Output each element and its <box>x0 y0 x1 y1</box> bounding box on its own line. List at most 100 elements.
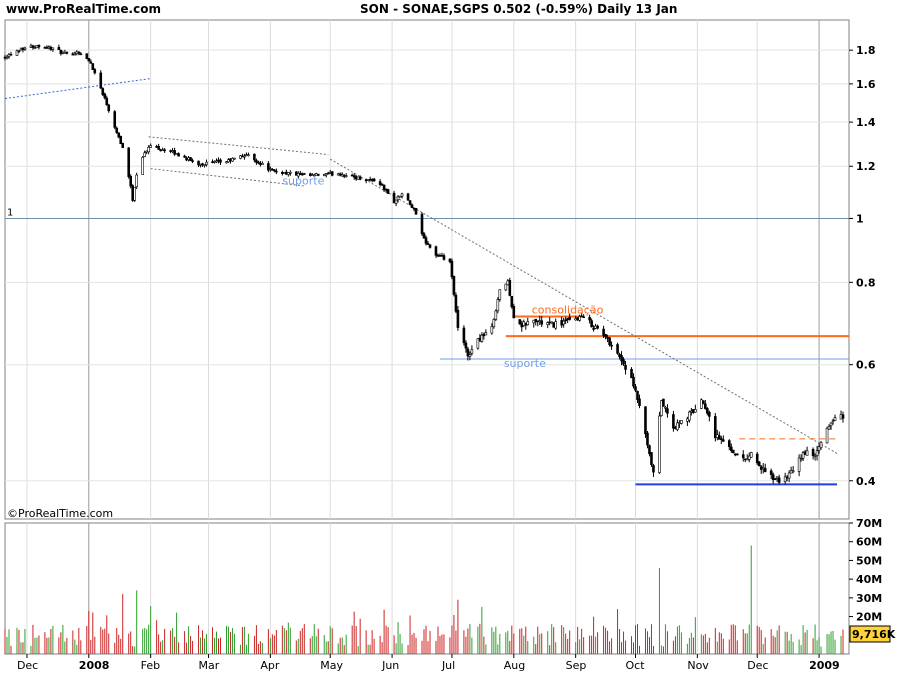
candle-body <box>287 172 290 175</box>
candle-body <box>833 417 837 421</box>
candle-body <box>801 452 805 459</box>
candle-body <box>231 158 234 162</box>
candle-body <box>9 53 13 56</box>
candle-body <box>243 155 246 158</box>
candle-body <box>91 63 95 70</box>
candle-body <box>454 294 458 312</box>
candle-body <box>410 204 414 208</box>
candle-body <box>588 316 591 321</box>
x-tick-label: Aug <box>504 659 525 672</box>
candle-body <box>644 406 647 435</box>
annotation-label: suporte <box>282 175 324 188</box>
candle-body <box>452 275 456 295</box>
candle-body <box>107 104 111 112</box>
candle-body <box>135 174 138 188</box>
candle-body <box>757 461 761 467</box>
candle-body <box>89 61 93 64</box>
candle-body <box>101 88 105 95</box>
candle-body <box>382 184 386 191</box>
candle-body <box>658 415 661 473</box>
candle-body <box>420 213 424 235</box>
x-axis: Dec 2008 Feb Mar Apr May Jun Jul Aug Sep Oct Nov Dec… <box>17 654 840 672</box>
candle-body <box>23 47 27 50</box>
candle-body <box>77 51 81 54</box>
candle-body <box>143 152 146 157</box>
candle-body <box>406 193 410 201</box>
candle-body <box>462 327 466 344</box>
candle-body <box>127 147 131 177</box>
candle-body <box>727 440 731 447</box>
candle-body <box>769 470 773 475</box>
candle-body <box>163 149 166 152</box>
candle-body <box>660 400 663 416</box>
candle-body <box>85 53 89 59</box>
candle-body <box>494 310 498 320</box>
candle-body <box>624 365 627 370</box>
level-label: 1 <box>7 207 13 218</box>
x-tick-label: May <box>320 659 343 672</box>
candle-body <box>518 319 522 325</box>
candle-body <box>688 411 691 421</box>
candle-body <box>720 438 723 440</box>
candle-body <box>255 160 258 163</box>
price-panel <box>4 19 850 520</box>
candle-body <box>652 465 655 473</box>
candle-body <box>777 477 781 483</box>
candle-body <box>510 295 514 308</box>
candle-body <box>819 442 823 448</box>
candle-body <box>721 439 725 442</box>
candle-body <box>189 157 192 162</box>
candle-body <box>480 335 484 342</box>
candle-body <box>147 147 150 153</box>
candle-body <box>99 72 103 89</box>
candle-body <box>422 233 426 239</box>
candle-body <box>275 170 278 173</box>
candle-body <box>428 244 432 248</box>
candle-body <box>247 154 250 156</box>
candle-body <box>512 306 516 319</box>
candle-body <box>492 319 496 328</box>
candle-body <box>219 159 222 163</box>
y-tick-label: 0.8 <box>856 276 876 289</box>
x-tick-label: Jul <box>441 659 455 672</box>
candle-body <box>31 45 35 48</box>
candle-body <box>424 237 428 244</box>
candle-body <box>799 458 803 460</box>
candle-body <box>504 283 508 291</box>
x-tick-label: 2009 <box>809 659 840 672</box>
candle-body <box>215 160 218 163</box>
candle-body <box>714 416 717 439</box>
x-tick-label: 2008 <box>79 659 110 672</box>
candle-body <box>129 176 133 187</box>
volume-y-tick-label: 20M <box>856 611 882 624</box>
volume-y-tick-label: 50M <box>856 554 882 567</box>
candle-body <box>312 174 316 177</box>
candle-body <box>466 348 470 357</box>
candle-body <box>632 376 635 387</box>
trend-line <box>4 78 151 100</box>
candle-body <box>183 155 186 158</box>
candle-body <box>378 181 382 185</box>
price-candles <box>3 43 845 485</box>
y-tick-label: 0.4 <box>856 475 876 488</box>
candle-body <box>755 453 759 464</box>
candle-body <box>550 321 554 324</box>
candle-body <box>261 163 264 166</box>
candle-body <box>157 145 160 150</box>
candle-body <box>620 355 623 362</box>
y-tick-label: 1.8 <box>856 44 876 57</box>
x-tick-label: Nov <box>687 659 709 672</box>
candle-body <box>87 58 91 62</box>
candle-body <box>394 199 398 204</box>
candle-body <box>344 175 348 177</box>
candle-body <box>741 454 745 459</box>
candle-body <box>197 160 200 166</box>
site-title[interactable]: www.ProRealTime.com <box>6 2 161 16</box>
candle-body <box>380 183 384 186</box>
candle-body <box>702 400 705 404</box>
candle-body <box>508 280 512 296</box>
candle-body <box>622 359 625 365</box>
candle-body <box>825 428 829 444</box>
candle-body <box>827 426 831 430</box>
